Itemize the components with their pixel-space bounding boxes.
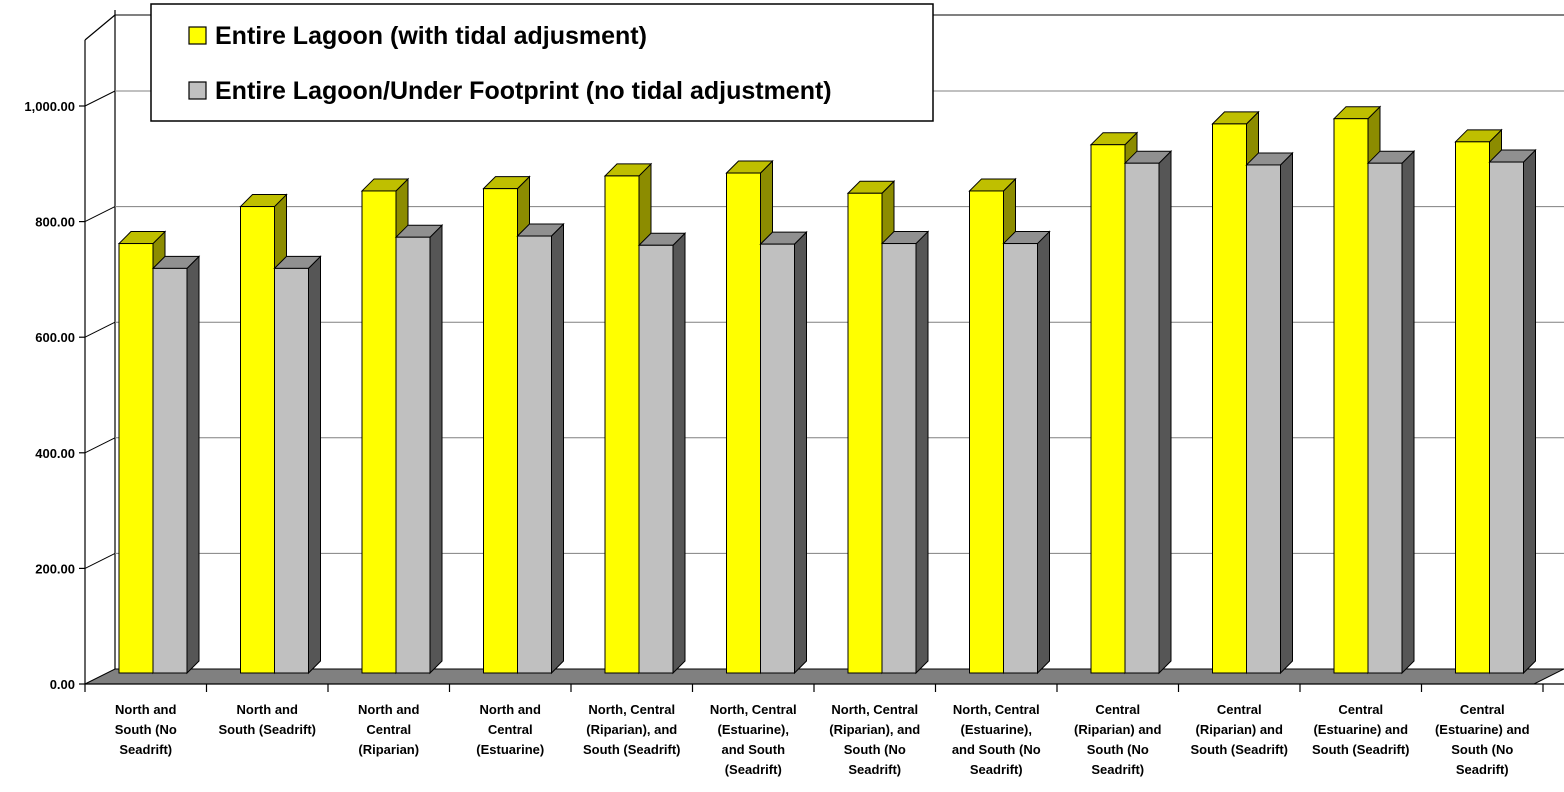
bar-front xyxy=(483,188,518,674)
bar-side xyxy=(429,223,443,675)
x-tick-label: Central (Estuarine) and South (Seadrift) xyxy=(1312,702,1410,757)
bar-no-tidal xyxy=(151,255,201,675)
bar-front xyxy=(395,236,431,674)
legend-swatch xyxy=(188,81,207,100)
bar-side xyxy=(1280,151,1293,675)
x-tick-label: Central (Riparian) and South (No Seadrift) xyxy=(1074,702,1161,777)
legend-box xyxy=(150,3,934,122)
bar-side xyxy=(794,230,807,675)
gridline-side xyxy=(84,437,116,454)
x-tick-label: North and South (No Seadrift) xyxy=(115,702,177,757)
y-tick-label: 800.00 xyxy=(35,215,75,230)
legend-swatch xyxy=(188,26,207,45)
bar-no-tidal xyxy=(880,230,930,675)
bar-no-tidal xyxy=(1488,148,1537,675)
bar-no-tidal xyxy=(516,222,565,675)
x-axis: North and South (No Seadrift) North and Sout… xyxy=(84,683,1564,777)
legend: Entire Lagoon (with tidal adjusment) Enti… xyxy=(150,3,934,122)
x-tick-label: North, Central (Riparian), and South (Sead… xyxy=(583,702,681,757)
bar-front xyxy=(240,206,275,674)
gridline-side xyxy=(84,552,116,569)
bar-front xyxy=(881,243,917,674)
bar-front xyxy=(726,172,761,674)
y-tick-label: 0.00 xyxy=(50,677,75,692)
y-tick-label: 400.00 xyxy=(35,446,75,461)
bar-no-tidal xyxy=(394,223,444,675)
bar-front xyxy=(969,190,1004,674)
bar-no-tidal xyxy=(1366,149,1416,675)
bar-front xyxy=(847,192,883,674)
y-tick-label: 600.00 xyxy=(35,330,75,345)
bar-front xyxy=(1212,123,1247,674)
gridline-side xyxy=(84,90,116,107)
legend-label: Entire Lagoon/Under Footprint (no tidal … xyxy=(215,77,832,105)
y-axis: 0.00 200.00 400.00 600.00 800.00 1,000.00 xyxy=(24,40,86,692)
bar-front xyxy=(1090,144,1126,674)
bars xyxy=(117,105,1537,675)
bar-front xyxy=(638,244,674,674)
x-tick-label: Central (Estuarine) and South (No Seadrift) xyxy=(1435,702,1530,777)
bar-side xyxy=(1523,148,1536,675)
x-tick-label: North and South (Seadrift) xyxy=(219,702,317,737)
bar-front xyxy=(1003,243,1038,674)
bar-front xyxy=(1246,164,1281,674)
bar-no-tidal xyxy=(1245,151,1294,675)
bar-front xyxy=(760,243,795,674)
bar-front xyxy=(1333,118,1369,674)
bar-side xyxy=(672,232,686,675)
x-tick-label: North, Central (Estuarine), and South (Sead… xyxy=(710,702,797,777)
bar-side xyxy=(1037,230,1050,675)
bar-front xyxy=(152,267,188,674)
bar-front xyxy=(517,235,552,674)
side-wall-top xyxy=(84,14,116,41)
bar-front xyxy=(118,243,154,674)
x-tick-label: North and Central (Riparian) xyxy=(358,702,419,757)
bar-no-tidal xyxy=(759,230,808,675)
legend-label: Entire Lagoon (with tidal adjusment) xyxy=(215,22,647,50)
bar-no-tidal xyxy=(273,255,322,675)
gridline-side xyxy=(84,206,116,223)
bar-no-tidal xyxy=(1002,230,1051,675)
bar-side xyxy=(551,222,564,675)
bar-front xyxy=(361,190,397,674)
bar-no-tidal xyxy=(637,232,687,675)
gridline-side xyxy=(84,321,116,338)
x-tick-label: North and Central (Estuarine) xyxy=(476,702,544,757)
bar-side xyxy=(186,255,200,675)
bar-front xyxy=(274,267,309,674)
bar-front xyxy=(1367,162,1403,674)
bar-front xyxy=(1489,161,1524,674)
y-tick-label: 1,000.00 xyxy=(24,99,75,114)
bar-side xyxy=(915,230,929,675)
y-tick-label: 200.00 xyxy=(35,561,75,576)
bar-front xyxy=(1455,141,1490,674)
bar-front xyxy=(1124,162,1160,674)
bar-front xyxy=(604,175,640,674)
x-tick-label: North, Central (Riparian), and South (No Se… xyxy=(829,702,920,777)
x-tick-label: North, Central (Estuarine), and South (No S… xyxy=(952,702,1041,777)
x-tick-label: Central (Riparian) and South (Seadrift) xyxy=(1191,702,1289,757)
bar-side xyxy=(308,255,321,675)
bar-side xyxy=(1158,149,1172,675)
bar-side xyxy=(1401,149,1415,675)
bar-no-tidal xyxy=(1123,149,1173,675)
